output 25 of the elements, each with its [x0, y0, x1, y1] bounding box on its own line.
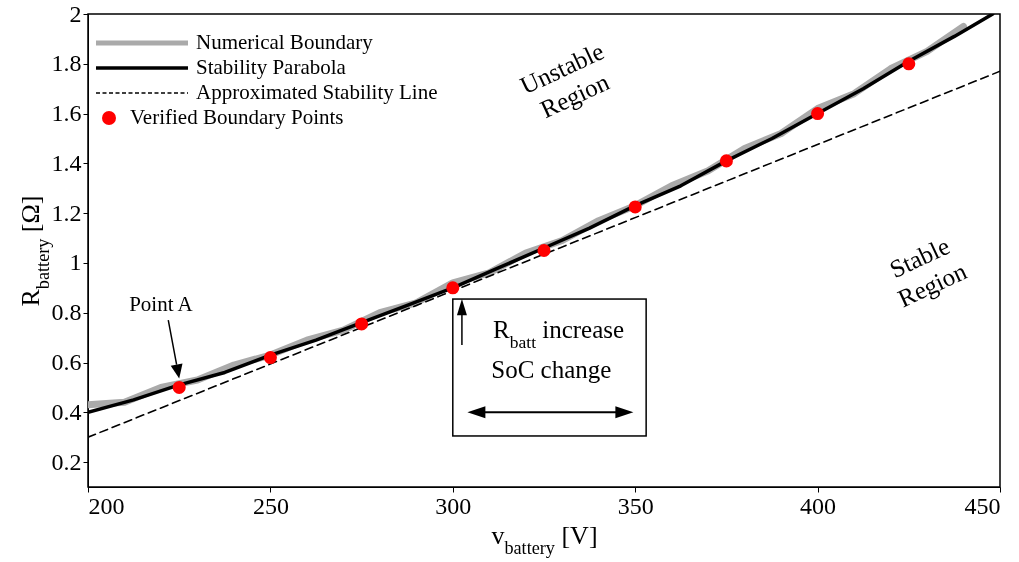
x-tick-label: 400	[800, 492, 837, 519]
annotation: Stable Region	[885, 232, 972, 313]
y-tick-label: 0.2	[51, 448, 82, 475]
x-tick-label: 200	[88, 492, 125, 519]
legend-label: Stability Parabola	[196, 55, 346, 80]
y-tick-label: 0.8	[51, 299, 82, 326]
y-tick-label: 1.8	[51, 50, 82, 77]
x-tick-label: 250	[252, 492, 289, 519]
annotation: SoC change	[491, 355, 612, 383]
legend-label: Numerical Boundary	[196, 30, 373, 55]
x-axis-title: v$_{battery}$ [V]	[491, 520, 598, 558]
annotation: R$_{batt}$ increase	[493, 316, 625, 353]
legend-label: Approximated Stability Line	[196, 80, 438, 105]
y-tick-label: 0.4	[51, 398, 82, 425]
y-tick-label: 1.4	[51, 149, 82, 176]
y-tick-label: 1	[69, 249, 82, 276]
x-tick-label: 300	[435, 492, 472, 519]
y-tick-label: 1.6	[51, 100, 82, 127]
x-tick-label: 350	[617, 492, 654, 519]
y-tick-label: 1.2	[51, 199, 82, 226]
y-tick-label: 0.6	[51, 349, 82, 376]
y-tick-label: 2	[69, 0, 82, 27]
annotation: Point A	[129, 292, 194, 317]
x-tick-label: 450	[964, 492, 1001, 519]
legend-label: Verified Boundary Points	[130, 105, 344, 130]
